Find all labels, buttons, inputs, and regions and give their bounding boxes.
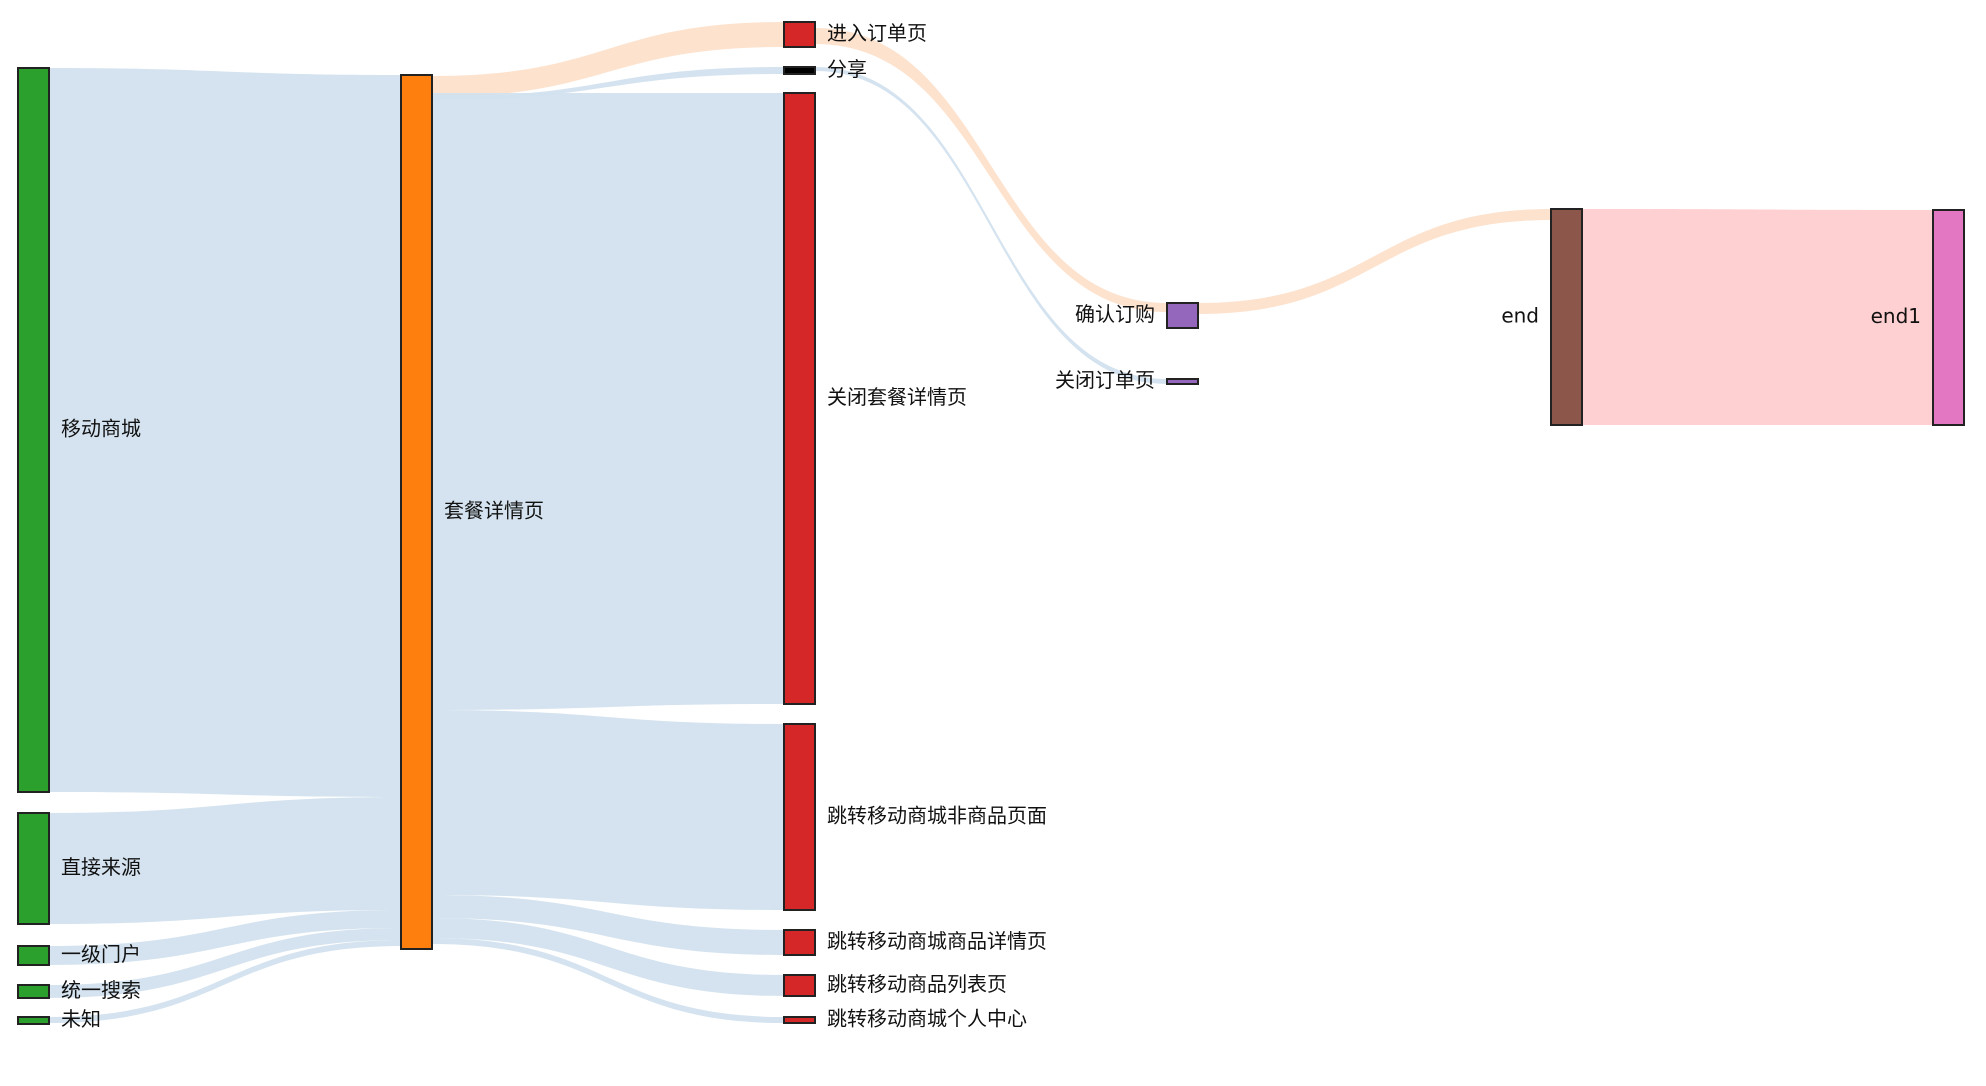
node-label-share: 分享 [827,57,867,81]
node-end[interactable] [1550,208,1583,426]
link-unknown-to-package-detail [49,940,401,1023]
node-to-product-detail[interactable] [783,929,816,956]
node-label-unknown: 未知 [61,1007,101,1031]
link-package-detail-to-share [432,67,784,100]
node-close-order[interactable] [1166,378,1199,385]
node-end1[interactable] [1932,209,1965,426]
node-label-direct: 直接来源 [61,855,141,879]
link-confirm-to-end [1198,209,1551,314]
node-close-package[interactable] [783,92,816,705]
node-label-mobile-mall: 移动商城 [61,417,141,441]
link-package-detail-to-enter-order [432,22,784,97]
node-unknown[interactable] [17,1016,50,1025]
link-package-detail-to-to-product-list [432,918,784,996]
node-package-detail[interactable] [400,74,433,950]
node-to-personal[interactable] [783,1016,816,1024]
node-search[interactable] [17,984,50,999]
link-package-detail-to-to-personal [432,938,784,1023]
node-to-product-list[interactable] [783,974,816,997]
node-mobile-mall[interactable] [17,67,50,793]
nodes-layer [17,21,1965,1025]
link-package-detail-to-close-package [432,93,784,710]
link-end-to-end1 [1582,209,1933,425]
link-mobile-mall-to-package-detail [49,68,401,797]
node-share[interactable] [783,66,816,75]
node-to-non-product[interactable] [783,723,816,911]
node-label-to-product-detail: 跳转移动商城商品详情页 [827,929,1047,953]
node-portal[interactable] [17,945,50,966]
node-label-end: end [1501,304,1539,328]
link-search-to-package-detail [49,928,401,998]
link-direct-to-package-detail [49,797,401,924]
node-enter-order[interactable] [783,21,816,48]
node-label-to-non-product: 跳转移动商城非商品页面 [827,804,1047,828]
node-label-to-product-list: 跳转移动商品列表页 [827,972,1007,996]
link-package-detail-to-to-product-detail [432,895,784,955]
node-label-search: 统一搜索 [61,978,141,1002]
links-layer [49,22,1933,1023]
node-label-confirm: 确认订购 [1075,302,1155,326]
node-label-enter-order: 进入订单页 [827,21,927,45]
node-label-close-package: 关闭套餐详情页 [827,385,967,409]
node-label-package-detail: 套餐详情页 [444,499,544,523]
node-label-close-order: 关闭订单页 [1055,368,1155,392]
link-share-to-close-order [815,67,1167,384]
link-package-detail-to-to-non-product [432,710,784,910]
node-confirm[interactable] [1166,302,1199,329]
link-enter-order-to-confirm [815,28,1167,312]
link-portal-to-package-detail [49,910,401,965]
node-label-to-personal: 跳转移动商城个人中心 [827,1007,1027,1031]
node-direct[interactable] [17,812,50,925]
node-label-portal: 一级门户 [61,942,141,966]
node-label-end1: end1 [1871,304,1921,328]
